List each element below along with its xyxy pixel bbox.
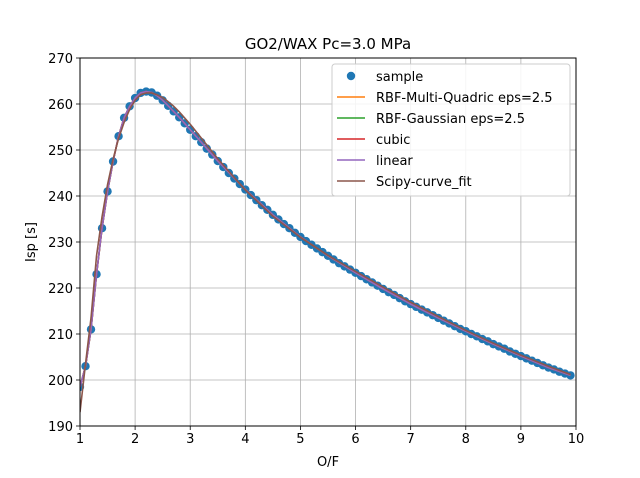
y-tick-label: 270: [48, 52, 73, 67]
legend-marker: [346, 71, 356, 81]
series-line-linear: [80, 90, 571, 388]
x-tick-label: 3: [186, 432, 194, 447]
legend-box: [331, 63, 571, 197]
legend-label: Scipy-curve_fit: [376, 175, 472, 190]
x-tick-label: 7: [407, 432, 415, 447]
y-tick-label: 220: [48, 282, 73, 297]
y-tick-label: 190: [48, 420, 73, 435]
legend-label: sample: [376, 70, 423, 85]
x-tick-label: 6: [351, 432, 359, 447]
x-tick-label: 8: [462, 432, 470, 447]
x-tick-label: 4: [241, 432, 249, 447]
legend-label: cubic: [376, 133, 410, 148]
y-tick-label: 230: [48, 236, 73, 251]
x-tick-label: 10: [568, 432, 585, 447]
y-axis-label: Isp [s]: [24, 222, 39, 262]
x-tick-label: 2: [131, 432, 139, 447]
x-tick-label: 5: [296, 432, 304, 447]
y-tick-label: 250: [48, 144, 73, 159]
x-tick-label: 9: [517, 432, 525, 447]
x-axis-label: O/F: [317, 455, 339, 470]
y-tick-label: 260: [48, 98, 73, 113]
chart-title: GO2/WAX Pc=3.0 MPa: [245, 35, 411, 53]
y-tick-label: 210: [48, 328, 73, 343]
y-tick-label: 200: [48, 374, 73, 389]
series-layer: [80, 87, 575, 413]
legend-label: linear: [376, 154, 413, 169]
series-line-scipy-curve-fit: [80, 92, 571, 413]
x-tick-label: 1: [76, 432, 84, 447]
legend: sample RBF-Multi-Quadric eps=2.5 RBF-Gauss…: [331, 63, 571, 197]
axis-ticks: 1 2 3 4 5 6 7 8 9 10 190 200 210 220 230 240 250 260 270: [48, 52, 584, 447]
legend-label: RBF-Gaussian eps=2.5: [376, 112, 525, 127]
legend-label: RBF-Multi-Quadric eps=2.5: [376, 91, 553, 106]
y-tick-label: 240: [48, 190, 73, 205]
